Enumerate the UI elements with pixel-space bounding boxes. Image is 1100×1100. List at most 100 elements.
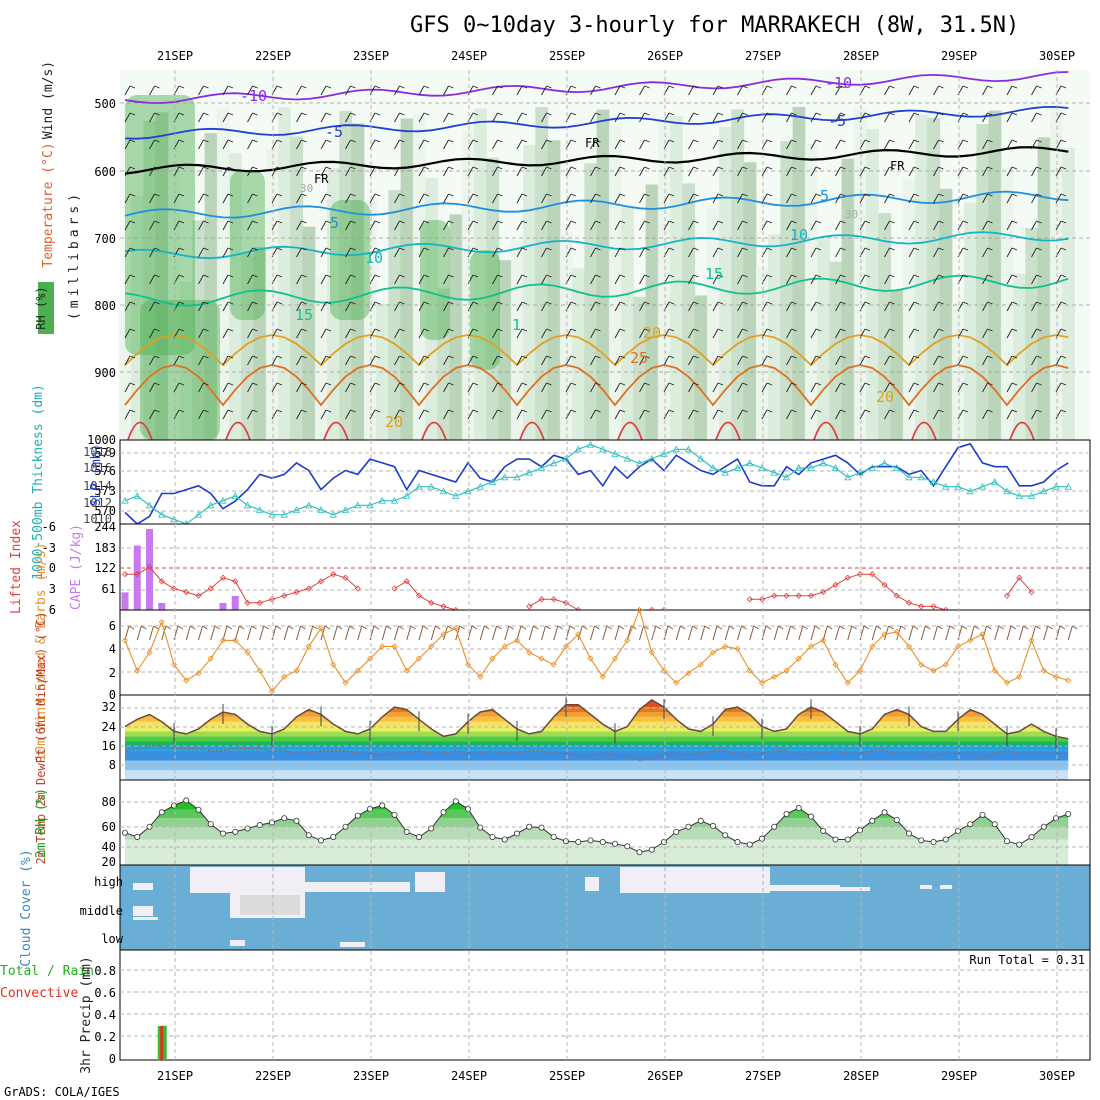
- wind-barb: [198, 355, 204, 366]
- lifted-index-point: [795, 592, 802, 599]
- wind-barb-flag: [619, 409, 626, 413]
- wind-barb-flag: [1036, 274, 1042, 278]
- wind10m-barb: [651, 625, 657, 641]
- wind-barb: [761, 409, 768, 420]
- wind-barb: [1031, 220, 1037, 231]
- slp-point: [305, 501, 313, 509]
- wind-barb: [933, 85, 939, 96]
- wind-barb-flag: [962, 166, 969, 170]
- wind10m-barb-flag: [324, 625, 331, 630]
- slp-thickness-panel: 579 576 573 570 1018 1016 1014 1012 1010…: [31, 384, 1091, 580]
- wind-barb-flag: [399, 328, 405, 332]
- wind-barb-flag: [154, 409, 160, 413]
- wind-barb-flag: [1060, 274, 1067, 278]
- wind10m-point: [452, 625, 459, 632]
- rh-shade-column: [547, 140, 561, 440]
- rh2m-point: [991, 821, 998, 828]
- wind-barb: [688, 355, 694, 366]
- wind10m-barb-flag: [716, 625, 723, 630]
- wind-barb: [198, 85, 204, 96]
- rh2m-point: [219, 830, 226, 837]
- wind-barb: [884, 355, 890, 366]
- wind-barb: [884, 112, 890, 123]
- wind-barb-flag: [448, 301, 454, 305]
- slp-point: [207, 501, 215, 509]
- wind-barb: [1031, 382, 1037, 393]
- temperature-contour: [124, 190, 1069, 219]
- rh2m-point: [379, 802, 386, 809]
- wind10m-point: [758, 679, 766, 686]
- rh-shade-column: [278, 107, 291, 440]
- rh2m-point: [158, 809, 165, 816]
- wind-barb: [124, 301, 131, 312]
- wind-barb: [320, 355, 327, 366]
- wind-barb: [590, 274, 596, 285]
- wind-barb-flag: [472, 382, 479, 386]
- wind-barb-flag: [1060, 382, 1067, 386]
- wind10m-point: [746, 667, 753, 674]
- wind-barb-flag: [595, 112, 601, 116]
- footer-credit: GrADS: COLA/IGES: [4, 1085, 120, 1099]
- wind-barb: [786, 274, 792, 285]
- rh2m-point: [587, 837, 594, 844]
- wind-barb-flag: [546, 328, 552, 332]
- lifted-index-point: [317, 578, 325, 585]
- wind10m-panel: 6 4 2 0 10m Wind Speed & Barbs (m/s): [34, 542, 1091, 762]
- wind-barb-flag: [791, 220, 797, 224]
- wind-barb: [516, 382, 523, 393]
- lifted-index-point: [146, 563, 153, 571]
- wind-barb: [394, 139, 400, 150]
- wind-barb: [320, 85, 327, 96]
- wind10m-point: [856, 667, 864, 674]
- slp-point: [672, 445, 680, 453]
- wind-barb: [688, 328, 694, 339]
- lifted-index-point: [403, 578, 410, 585]
- wind-barb-flag: [619, 193, 626, 197]
- wind-barb-flag: [717, 112, 724, 116]
- wind-barb: [688, 85, 694, 96]
- wind-barb: [639, 382, 645, 393]
- wind-barb: [786, 112, 792, 123]
- slp-point: [256, 506, 264, 513]
- wind10m-barb-flag: [459, 625, 466, 630]
- wind-barb-flag: [595, 409, 601, 413]
- rh2m-point: [183, 797, 190, 804]
- wind10m-point: [158, 619, 165, 626]
- temperature-contour-30: [323, 421, 349, 441]
- date-label: 22SEP: [255, 1069, 291, 1083]
- wind-barb-flag: [423, 112, 430, 116]
- wind10m-barb: [332, 625, 338, 641]
- wind10m-point: [207, 655, 214, 662]
- contour-label: 10: [790, 226, 808, 244]
- wind-barb: [492, 85, 498, 96]
- wind10m-barb: [553, 625, 559, 641]
- wind-barb-flag: [178, 382, 185, 386]
- wind-barb: [761, 220, 768, 231]
- lifted-index-point: [844, 574, 851, 581]
- wind-barb-flag: [889, 166, 895, 170]
- wind-barb-flag: [815, 139, 822, 143]
- wind10m-barb: [394, 625, 399, 641]
- slp-point: [574, 445, 582, 453]
- dewpoint-line: [124, 745, 1069, 762]
- wind-barb-flag: [350, 112, 356, 116]
- wind-barb-flag: [889, 247, 895, 251]
- run-total: Run Total = 0.31: [969, 953, 1085, 967]
- wind10m-barb-flag: [214, 625, 221, 630]
- wind10m-barb: [345, 625, 350, 641]
- wind-barb: [639, 193, 645, 204]
- cloud-cover-panel: high middle low Cloud Cover (%): [19, 849, 1091, 967]
- wind-barb-flag: [546, 274, 552, 278]
- wind-barb-flag: [1011, 274, 1018, 278]
- rh-shade-column: [559, 232, 573, 440]
- wind-barb-flag: [276, 112, 283, 116]
- rh2m-point: [648, 846, 655, 853]
- wind-barb-flag: [815, 274, 822, 278]
- wind-barb-flag: [570, 112, 577, 116]
- rh-moist-plume: [230, 170, 265, 320]
- ylabel-cape: CAPE (J/kg): [69, 524, 84, 610]
- slp-point: [1064, 482, 1072, 490]
- wind10m-barb: [430, 625, 436, 641]
- date-label: 24SEP: [451, 49, 487, 63]
- temperature-contours: [124, 71, 1069, 441]
